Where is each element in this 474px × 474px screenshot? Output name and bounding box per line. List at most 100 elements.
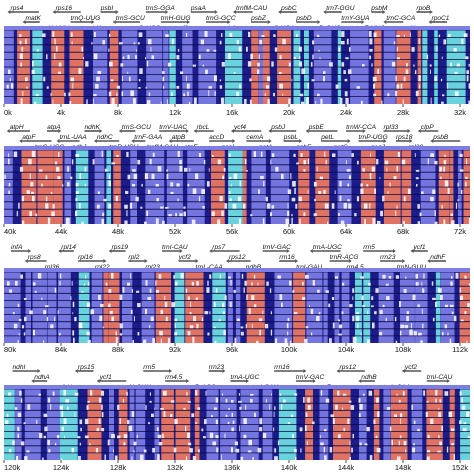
divergence-mark — [74, 317, 77, 322]
gene-label: clpP — [421, 124, 434, 131]
divergence-mark — [110, 79, 114, 82]
axis-tick-label: 96k — [226, 345, 238, 354]
divergence-mark — [27, 404, 31, 411]
gene-arrowhead — [309, 249, 313, 253]
divergence-mark — [310, 62, 313, 67]
divergence-mark — [131, 411, 135, 418]
gene-label: trnS-GCU — [116, 15, 145, 22]
divergence-mark — [64, 436, 65, 439]
divergence-mark — [398, 440, 400, 446]
divergence-mark — [50, 324, 54, 329]
divergence-mark — [316, 316, 320, 322]
divergence-mark — [229, 177, 232, 180]
divergence-mark — [277, 440, 279, 446]
axis-tick-label: 0k — [4, 108, 12, 117]
divergence-mark — [187, 401, 191, 404]
divergence-mark — [126, 210, 128, 217]
divergence-mark — [296, 162, 299, 165]
gene-arrowhead — [6, 129, 10, 133]
divergence-mark — [54, 316, 56, 322]
divergence-mark — [465, 176, 468, 180]
gene-label: psbI — [100, 5, 114, 12]
divergence-mark — [382, 304, 385, 308]
divergence-mark — [343, 70, 346, 75]
divergence-mark — [101, 404, 103, 411]
divergence-mark — [464, 311, 467, 315]
divergence-mark — [258, 189, 260, 195]
divergence-mark — [345, 57, 349, 60]
divergence-mark — [379, 331, 383, 336]
divergence-mark — [145, 280, 148, 287]
divergence-mark — [338, 319, 341, 322]
divergence-mark — [133, 173, 138, 180]
divergence-mark — [146, 100, 151, 104]
divergence-mark — [196, 281, 199, 287]
gene-label: rps4 — [11, 5, 24, 12]
divergence-mark — [329, 338, 332, 343]
divergence-mark — [462, 428, 467, 432]
divergence-mark — [380, 210, 383, 217]
divergence-mark — [61, 457, 63, 460]
axis-tick-label: 56k — [226, 227, 238, 236]
divergence-mark — [104, 168, 108, 173]
divergence-mark — [85, 61, 89, 67]
divergence-mark — [359, 442, 362, 446]
divergence-mark — [43, 310, 47, 315]
gene-arrowhead — [165, 10, 169, 14]
divergence-mark — [127, 71, 129, 75]
divergence-mark — [349, 304, 353, 308]
divergence-mark — [426, 456, 430, 460]
divergence-mark — [302, 296, 306, 301]
divergence-mark — [149, 325, 151, 329]
divergence-mark — [352, 296, 354, 301]
divergence-mark — [400, 324, 404, 329]
divergence-mark — [459, 287, 461, 294]
axis-tick-label: 124k — [53, 463, 70, 472]
gene-arrowhead — [245, 379, 249, 383]
divergence-mark — [58, 71, 61, 75]
divergence-mark — [207, 332, 210, 336]
divergence-mark — [459, 169, 464, 173]
gene-label: rps18 — [396, 134, 413, 141]
divergence-mark — [269, 404, 271, 411]
divergence-mark — [145, 86, 147, 90]
divergence-mark — [165, 316, 168, 322]
divergence-mark — [198, 153, 202, 158]
axis-tick-label: 152k — [452, 463, 469, 472]
divergence-mark — [281, 302, 283, 308]
divergence-mark — [243, 203, 246, 210]
divergence-mark — [417, 204, 420, 210]
divergence-mark — [451, 443, 455, 446]
divergence-mark — [216, 447, 219, 453]
divergence-mark — [419, 84, 421, 90]
divergence-mark — [274, 406, 276, 411]
divergence-mark — [256, 340, 259, 343]
divergence-mark — [340, 41, 345, 45]
divergence-mark — [435, 389, 438, 397]
gene-arrowhead — [402, 259, 406, 263]
divergence-mark — [133, 450, 135, 453]
gene-label: trnL-UAA — [60, 134, 88, 141]
divergence-mark — [262, 218, 265, 224]
divergence-mark — [6, 281, 10, 287]
divergence-mark — [152, 338, 155, 343]
divergence-mark — [244, 99, 247, 104]
divergence-mark — [61, 411, 64, 418]
divergence-mark — [320, 98, 323, 104]
divergence-mark — [369, 173, 372, 180]
divergence-mark — [20, 98, 23, 104]
divergence-mark — [160, 408, 164, 411]
divergence-mark — [367, 310, 369, 315]
gene-label: trnR-ACG — [330, 254, 359, 261]
divergence-mark — [310, 308, 314, 315]
divergence-mark — [450, 281, 453, 287]
gene-label: trnW-CCA — [346, 124, 377, 131]
gene-label: trnS-GGA — [146, 5, 176, 12]
divergence-mark — [132, 98, 136, 104]
divergence-mark — [174, 419, 178, 425]
divergence-mark — [228, 153, 231, 158]
divergence-mark — [145, 57, 146, 60]
divergence-mark — [111, 162, 116, 165]
divergence-mark — [456, 63, 460, 67]
divergence-mark — [213, 326, 216, 329]
